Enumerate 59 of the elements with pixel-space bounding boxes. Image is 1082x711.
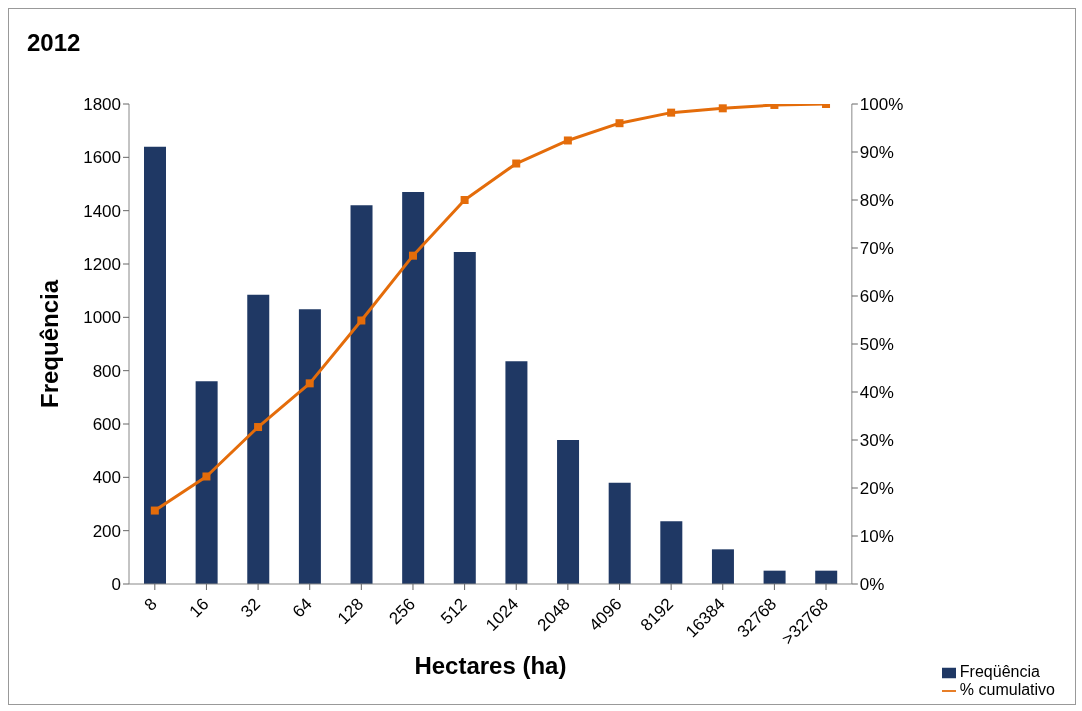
point (408, 251, 417, 260)
bar (711, 549, 734, 584)
y2-tick-label: 40% (859, 383, 894, 403)
x-tick-label: 128 (333, 594, 368, 629)
y-axis-title: Frequência (35, 279, 63, 409)
bar (402, 192, 425, 584)
legend-label: % cumulativo (959, 681, 1055, 698)
bar (195, 381, 218, 584)
bar (144, 146, 166, 584)
x-tick-label: 32 (237, 594, 265, 622)
y-tick-label: 1200 (83, 255, 121, 275)
x-tick-label: 64 (288, 594, 316, 622)
point (202, 472, 211, 481)
y-tick-label: 0 (111, 575, 121, 595)
y2-tick-label: 50% (859, 335, 894, 355)
point (254, 423, 263, 432)
bar (505, 361, 528, 584)
y-tick-label: 600 (92, 415, 121, 435)
y-tick-label: 400 (92, 468, 121, 488)
bar (298, 309, 321, 584)
legend-label: Freqüência (959, 663, 1040, 680)
point (150, 506, 159, 515)
y-tick-label: 200 (92, 521, 121, 541)
point (460, 196, 469, 204)
y2-tick-label: 0% (859, 575, 885, 595)
bar (660, 521, 683, 584)
y-tick-label: 800 (92, 361, 121, 381)
x-axis-title: Hectares (ha) (414, 652, 567, 679)
x-tick-label: 8 (140, 594, 161, 615)
point (563, 136, 572, 145)
bar (453, 252, 476, 584)
y-tick-label: 1400 (83, 201, 121, 221)
bar (557, 440, 580, 584)
y2-tick-label: 60% (859, 287, 894, 307)
bar (815, 570, 838, 584)
point (305, 379, 314, 388)
point (615, 119, 624, 128)
point (512, 159, 521, 168)
y2-tick-label: 80% (859, 191, 894, 211)
y2-tick-label: 20% (859, 479, 894, 499)
x-tick-label: 256 (385, 594, 419, 629)
bar (608, 482, 631, 584)
x-tick-label: 512 (437, 594, 471, 629)
y-tick-label: 1000 (83, 308, 121, 328)
x-tick-label: 16 (185, 594, 213, 622)
point (357, 316, 366, 325)
y2-tick-label: 90% (859, 143, 894, 163)
chart-title: 2012 (27, 29, 81, 57)
y-tick-label: 1800 (83, 95, 121, 115)
bar (763, 570, 786, 584)
point (718, 104, 727, 113)
y2-tick-label: 100% (859, 95, 904, 115)
bar (247, 294, 270, 584)
y2-tick-label: 70% (859, 239, 894, 259)
y2-tick-label: 30% (859, 431, 894, 451)
bar (350, 205, 373, 584)
point (667, 108, 676, 117)
y-tick-label: 1600 (83, 148, 121, 168)
y2-tick-label: 10% (859, 527, 894, 547)
